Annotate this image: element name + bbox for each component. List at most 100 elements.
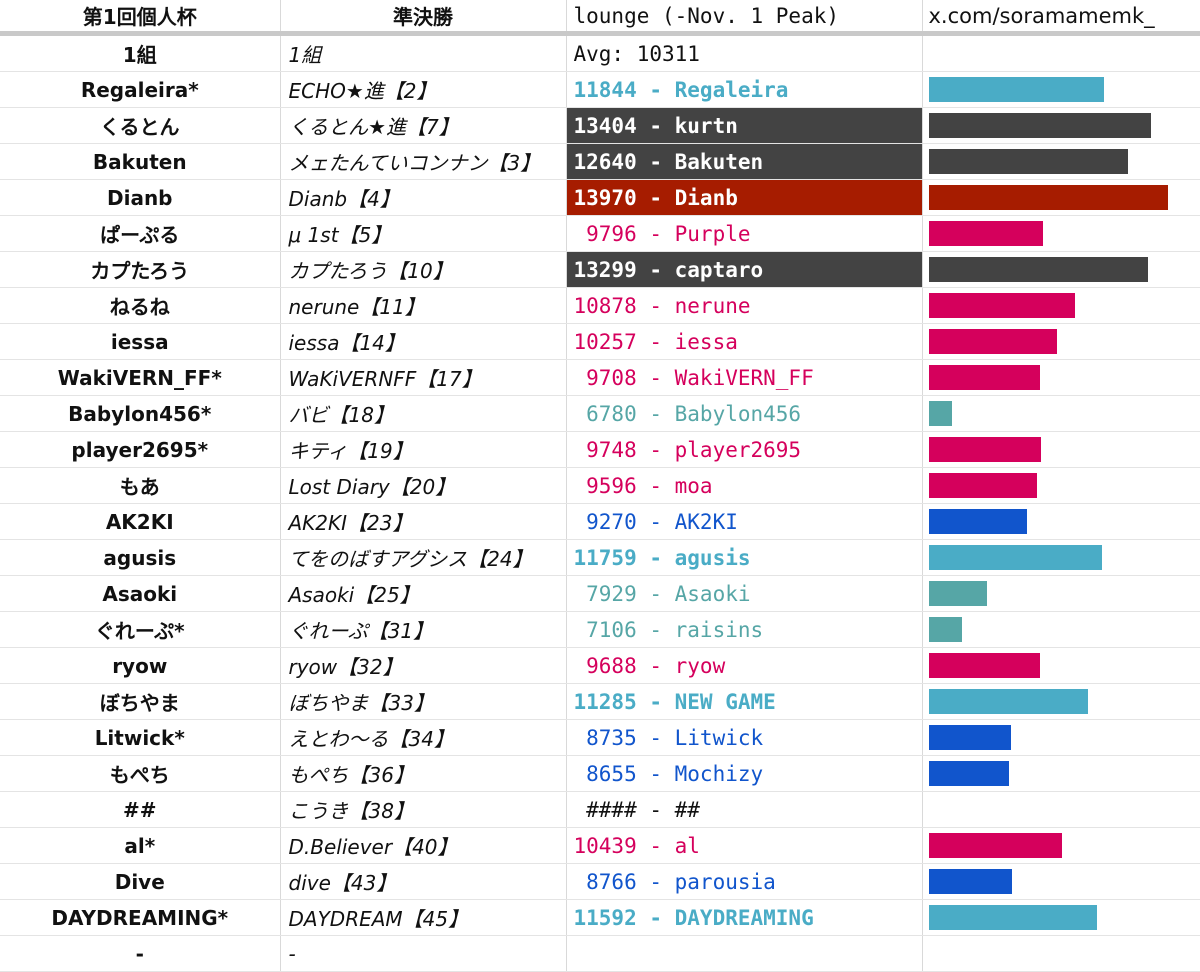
semifinal-entry: えとわ〜る【34】 bbox=[280, 719, 567, 756]
semifinal-entry: もぺち【36】 bbox=[280, 755, 567, 792]
player-name: ねるね bbox=[0, 287, 281, 324]
semifinal-entry: キティ【19】 bbox=[280, 431, 567, 468]
rating-bar-cell bbox=[922, 503, 1200, 540]
semifinal-entry: Dianb【4】 bbox=[280, 179, 567, 216]
rating-bar-cell bbox=[922, 467, 1200, 504]
player-name: ぱーぷる bbox=[0, 215, 281, 252]
table-row: DAYDREAMING* DAYDREAM【45】 11592 - DAYDREAM… bbox=[0, 899, 1200, 936]
rating-bar bbox=[928, 437, 1041, 462]
semifinal-entry: メェたんていコンナン【3】 bbox=[280, 143, 567, 180]
player-name: Dive bbox=[0, 863, 281, 900]
lounge-rating: 10878 - nerune bbox=[566, 287, 923, 324]
semifinal-entry: Lost Diary【20】 bbox=[280, 467, 567, 504]
lounge-rating: 9708 - WakiVERN_FF bbox=[566, 359, 923, 396]
rating-bar bbox=[928, 545, 1102, 570]
semifinal-entry: WaKiVERNFF【17】 bbox=[280, 359, 567, 396]
table-row: Dive dive【43】 8766 - parousia bbox=[0, 863, 1200, 900]
table-row: iessa iessa【14】 10257 - iessa bbox=[0, 323, 1200, 360]
table-row: ぐれーぷ* ぐれーぷ【31】 7106 - raisins bbox=[0, 611, 1200, 648]
rating-bar bbox=[928, 149, 1128, 174]
player-name: DAYDREAMING* bbox=[0, 899, 281, 936]
lounge-rating: 11759 - agusis bbox=[566, 539, 923, 576]
rating-bar-cell bbox=[922, 611, 1200, 648]
rating-bar-cell bbox=[922, 935, 1200, 972]
lounge-rating: 12640 - Bakuten bbox=[566, 143, 923, 180]
rating-bar-cell bbox=[922, 107, 1200, 144]
rating-bar bbox=[928, 689, 1088, 714]
semifinal-entry: ぼちやま【33】 bbox=[280, 683, 567, 720]
header-row: 第1回個人杯 準決勝 lounge (-Nov. 1 Peak) x.com/s… bbox=[0, 0, 1200, 36]
rating-bar-cell bbox=[922, 143, 1200, 180]
semifinal-entry: - bbox=[280, 935, 567, 972]
table-row: ## こうき【38】 #### - ## bbox=[0, 791, 1200, 828]
lounge-rating: 10439 - al bbox=[566, 827, 923, 864]
rating-bar-cell bbox=[922, 287, 1200, 324]
lounge-rating: 10257 - iessa bbox=[566, 323, 923, 360]
lounge-rating: 7106 - raisins bbox=[566, 611, 923, 648]
rating-bar-cell bbox=[922, 827, 1200, 864]
rating-bar-cell bbox=[922, 359, 1200, 396]
rating-bar bbox=[928, 581, 987, 606]
group-average: Avg: 10311 bbox=[566, 33, 923, 72]
rating-bar bbox=[928, 329, 1057, 354]
rating-bar bbox=[928, 221, 1043, 246]
semifinal-entry: nerune【11】 bbox=[280, 287, 567, 324]
player-name: カプたろう bbox=[0, 251, 281, 288]
rating-bar bbox=[928, 725, 1011, 750]
player-name: al* bbox=[0, 827, 281, 864]
semifinal-entry: iessa【14】 bbox=[280, 323, 567, 360]
player-name: もあ bbox=[0, 467, 281, 504]
header-lounge: lounge (-Nov. 1 Peak) bbox=[566, 0, 923, 36]
player-name: くるとん bbox=[0, 107, 281, 144]
group-empty-cell bbox=[922, 33, 1200, 72]
rating-bar bbox=[928, 365, 1040, 390]
semifinal-entry: AK2KI【23】 bbox=[280, 503, 567, 540]
player-name: ## bbox=[0, 791, 281, 828]
rating-bar-cell bbox=[922, 719, 1200, 756]
table-row: ねるね nerune【11】 10878 - nerune bbox=[0, 287, 1200, 324]
semifinal-entry: μ 1st【5】 bbox=[280, 215, 567, 252]
rating-bar-cell bbox=[922, 647, 1200, 684]
player-name: player2695* bbox=[0, 431, 281, 468]
table-row: Dianb Dianb【4】 13970 - Dianb bbox=[0, 179, 1200, 216]
table-row: AK2KI AK2KI【23】 9270 - AK2KI bbox=[0, 503, 1200, 540]
rating-bar-cell bbox=[922, 215, 1200, 252]
lounge-rating: 8766 - parousia bbox=[566, 863, 923, 900]
table-row: al* D.Believer【40】 10439 - al bbox=[0, 827, 1200, 864]
lounge-rating: 8735 - Litwick bbox=[566, 719, 923, 756]
rating-bar-cell bbox=[922, 755, 1200, 792]
lounge-rating: 11285 - NEW GAME bbox=[566, 683, 923, 720]
rating-bar bbox=[928, 257, 1148, 282]
table-row: player2695* キティ【19】 9748 - player2695 bbox=[0, 431, 1200, 468]
player-name: Litwick* bbox=[0, 719, 281, 756]
semifinal-entry: ぐれーぷ【31】 bbox=[280, 611, 567, 648]
rating-bar bbox=[928, 185, 1168, 210]
rating-bar-cell bbox=[922, 251, 1200, 288]
rating-bar bbox=[928, 473, 1037, 498]
rating-bar bbox=[928, 293, 1075, 318]
table-row: Bakuten メェたんていコンナン【3】 12640 - Bakuten bbox=[0, 143, 1200, 180]
table-row: ryow ryow【32】 9688 - ryow bbox=[0, 647, 1200, 684]
rating-bar bbox=[928, 113, 1151, 138]
lounge-rating: #### - ## bbox=[566, 791, 923, 828]
lounge-rating: 8655 - Mochizy bbox=[566, 755, 923, 792]
rating-bar-cell bbox=[922, 683, 1200, 720]
rating-bar bbox=[928, 77, 1104, 102]
rating-bar-cell bbox=[922, 71, 1200, 108]
player-name: agusis bbox=[0, 539, 281, 576]
player-name: Dianb bbox=[0, 179, 281, 216]
table-row: WakiVERN_FF* WaKiVERNFF【17】 9708 - WakiVE… bbox=[0, 359, 1200, 396]
lounge-rating: 13299 - captaro bbox=[566, 251, 923, 288]
semifinal-entry: DAYDREAM【45】 bbox=[280, 899, 567, 936]
rating-bar bbox=[928, 509, 1027, 534]
lounge-rating: 9596 - moa bbox=[566, 467, 923, 504]
rating-bar bbox=[928, 869, 1012, 894]
rating-bar-cell bbox=[922, 899, 1200, 936]
player-name: ぐれーぷ* bbox=[0, 611, 281, 648]
player-name: ぼちやま bbox=[0, 683, 281, 720]
semifinal-entry: D.Believer【40】 bbox=[280, 827, 567, 864]
player-name: - bbox=[0, 935, 281, 972]
lounge-rating: 11592 - DAYDREAMING bbox=[566, 899, 923, 936]
semifinal-entry: バビ【18】 bbox=[280, 395, 567, 432]
semifinal-entry: カプたろう【10】 bbox=[280, 251, 567, 288]
